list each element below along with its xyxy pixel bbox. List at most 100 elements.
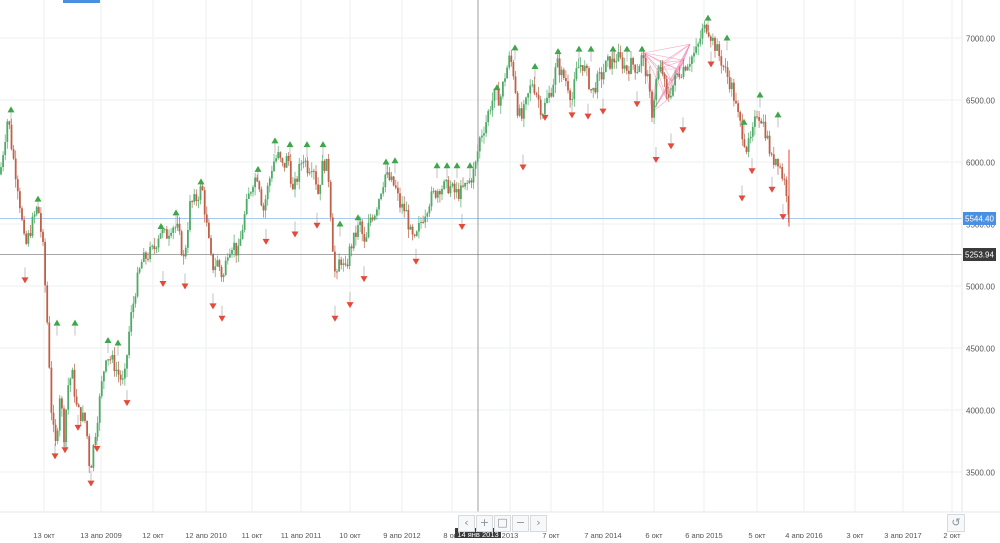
candle-body — [300, 163, 303, 165]
candle-body — [243, 214, 246, 230]
candle-body — [226, 257, 229, 261]
candle-body — [86, 420, 88, 437]
candle-body — [355, 232, 357, 237]
candle-body — [90, 466, 93, 468]
candle-body — [646, 73, 649, 77]
candle-body — [126, 355, 128, 369]
candle-body — [103, 371, 105, 382]
candle-body — [745, 146, 748, 152]
candle-body — [214, 266, 217, 271]
candle-body — [84, 412, 86, 421]
candle-body — [54, 424, 57, 442]
candle-body — [741, 120, 744, 140]
candle-body — [621, 57, 624, 69]
candle-body — [775, 158, 777, 165]
candle-body — [159, 233, 162, 239]
candle-body — [405, 210, 408, 212]
candle-body — [508, 55, 511, 68]
chevron-right-icon[interactable]: › — [530, 515, 547, 532]
candle-body — [233, 242, 235, 250]
candle-body — [346, 264, 349, 267]
candle-body — [686, 66, 689, 71]
top-tab-indicator[interactable] — [63, 0, 100, 3]
candle-body — [476, 151, 479, 162]
candle-body — [449, 186, 452, 194]
candle-body — [663, 73, 666, 80]
candle-body — [609, 56, 611, 69]
candle-body — [285, 155, 288, 168]
candle-body — [577, 67, 580, 69]
candle-body — [147, 258, 149, 260]
candle-body — [724, 66, 727, 68]
candle-body — [411, 226, 414, 235]
candle-body — [184, 247, 187, 257]
chevron-left-icon[interactable]: ‹ — [458, 515, 475, 532]
candle-body — [762, 121, 765, 124]
candle-body — [119, 374, 122, 380]
candle-body — [378, 199, 380, 210]
candle-body — [575, 68, 578, 80]
candle-body — [279, 152, 282, 159]
candle-body — [52, 412, 55, 425]
candle-body — [82, 412, 84, 421]
candle-body — [413, 234, 416, 236]
candle-body — [777, 158, 779, 167]
candle-body — [40, 213, 42, 232]
square-icon[interactable]: □ — [494, 515, 511, 532]
candle-body — [258, 181, 261, 190]
up-fractal-marker — [723, 34, 731, 41]
candle-body — [426, 213, 429, 217]
x-axis: 13 окт 13 апр 2009 12 окт 12 апр 2010 11 окт… — [0, 511, 1000, 540]
candle-body — [176, 223, 179, 228]
up-fractal-marker — [319, 141, 327, 148]
candle-body — [8, 121, 11, 125]
candle-body — [607, 56, 609, 61]
candle-body — [432, 190, 435, 192]
plus-icon[interactable]: + — [476, 515, 493, 532]
candle-body — [703, 24, 706, 29]
candle-body — [344, 263, 347, 265]
up-fractal-marker — [531, 63, 539, 69]
up-fractal-marker — [104, 337, 112, 344]
candle-body — [25, 233, 28, 244]
candle-body — [163, 229, 166, 231]
candle-body — [579, 65, 582, 68]
candle-body — [109, 359, 112, 361]
candle-body — [61, 398, 63, 409]
candle-body — [594, 87, 597, 93]
down-fractal-marker — [768, 186, 776, 193]
reset-arrow-icon[interactable]: ↺ — [947, 514, 965, 532]
candle-body — [252, 187, 254, 193]
candle-body — [651, 91, 653, 118]
pink-overlay-line — [656, 62, 663, 70]
candle-body — [88, 436, 91, 467]
candle-body — [21, 208, 23, 220]
candle-body — [642, 55, 645, 58]
candle-body — [384, 174, 387, 188]
candle-body — [6, 121, 9, 142]
candle-body — [138, 268, 141, 273]
candle-body — [235, 242, 238, 256]
candle-body — [670, 95, 672, 98]
candle-body — [371, 217, 374, 220]
pink-overlay-line — [661, 43, 691, 64]
minus-icon[interactable]: − — [512, 515, 529, 532]
candle-body — [266, 185, 269, 200]
down-fractal-marker — [748, 168, 756, 175]
candle-body — [737, 103, 739, 112]
x-tick-label: 13 апр 2009 — [80, 531, 122, 538]
candle-body — [691, 56, 693, 64]
candle-body — [720, 56, 723, 66]
candle-body — [182, 254, 185, 257]
candle-body — [638, 66, 641, 73]
crosshair-price-label: 5253.94 — [965, 251, 994, 260]
up-fractal-marker — [623, 45, 631, 52]
candle-body — [504, 78, 506, 82]
candle-body — [334, 251, 336, 272]
crosshair-price-badge — [963, 248, 996, 262]
candle-body — [613, 58, 616, 63]
candle-body — [58, 398, 61, 431]
down-fractal-marker — [584, 113, 592, 120]
